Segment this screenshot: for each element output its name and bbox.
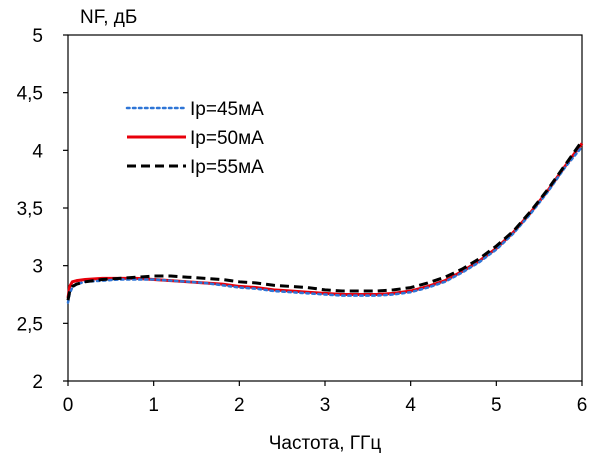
series-layer (66, 140, 584, 304)
series-line-3 (66, 140, 584, 301)
x-tick-label: 4 (405, 395, 416, 416)
x-axis-ticks: 0 1 2 3 4 5 6 (63, 381, 588, 416)
series-line-1 (66, 145, 584, 304)
y-tick-label: 3 (32, 257, 43, 278)
legend-label: Ip=50мА (190, 128, 264, 149)
y-axis-ticks: 2 2,5 3 3,5 4 4,5 5 (17, 26, 68, 393)
x-tick-label: 2 (234, 395, 245, 416)
y-tick-label: 3,5 (17, 199, 43, 220)
x-tick-label: 1 (148, 395, 159, 416)
y-tick-label: 4,5 (17, 84, 43, 105)
y-tick-label: 5 (32, 26, 43, 47)
y-tick-label: 2,5 (17, 314, 43, 335)
x-tick-label: 3 (320, 395, 331, 416)
legend: Ip=45мА Ip=50мА Ip=55мА (125, 99, 264, 178)
x-tick-label: 6 (577, 395, 588, 416)
x-axis-title: Частота, ГГц (269, 433, 382, 454)
x-tick-label: 5 (491, 395, 502, 416)
y-tick-label: 4 (32, 141, 43, 162)
legend-label: Ip=55мА (190, 157, 264, 178)
y-axis-title: NF, дБ (80, 7, 137, 28)
x-tick-label: 0 (63, 395, 74, 416)
legend-label: Ip=45мА (190, 99, 264, 120)
plot-area-frame (67, 34, 583, 382)
y-tick-label: 2 (32, 372, 43, 393)
